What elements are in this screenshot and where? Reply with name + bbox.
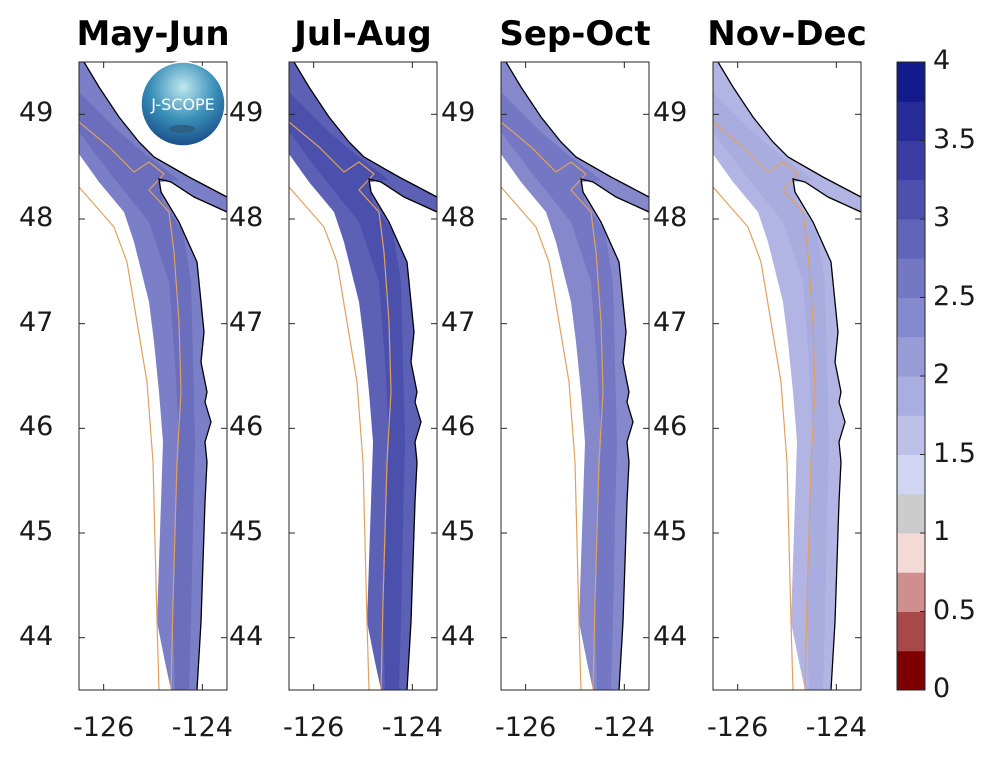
colorbar-level <box>897 611 925 652</box>
isobath-line <box>500 121 604 691</box>
lon-tick-label: -124 <box>171 712 233 743</box>
colorbar-tick-label: 3 <box>933 202 951 233</box>
panel-title: Jul-Aug <box>294 14 432 54</box>
coastline <box>293 61 438 198</box>
lat-tick-label: 45 <box>653 516 688 547</box>
colorbar-tick-label: 0 <box>933 673 951 704</box>
lat-tick-label: 48 <box>229 202 264 233</box>
lon-tick-label: -126 <box>283 712 345 743</box>
lon-tick-label: -126 <box>707 712 769 743</box>
lat-tick-label: 47 <box>441 306 476 338</box>
colorbar-level <box>897 297 925 338</box>
lat-tick-label: 46 <box>229 411 264 443</box>
colorbar-level <box>897 336 925 377</box>
isobath-line-deep <box>78 186 160 691</box>
panel-title: Sep-Oct <box>499 14 651 54</box>
lat-tick-label: 44 <box>19 620 54 652</box>
lat-tick-label: 46 <box>441 411 476 443</box>
lon-tick-label: -124 <box>805 712 867 743</box>
isobath-line-deep <box>712 186 794 691</box>
ocean-field-inner <box>289 92 405 690</box>
colorbar-tick-label: 4 <box>933 45 951 76</box>
logo-text: J-SCOPE <box>150 95 215 114</box>
lat-tick-label: 48 <box>19 202 54 233</box>
coastline <box>792 178 862 691</box>
lat-tick-label: 44 <box>653 620 688 652</box>
j-scope-logo: J-SCOPE <box>140 61 226 147</box>
ocean-field-inner <box>79 92 195 690</box>
lat-tick-label: 44 <box>441 620 476 652</box>
map-panel-nov-dec <box>712 61 862 691</box>
panel-frame <box>288 61 438 691</box>
isobath-line <box>288 121 392 691</box>
lat-tick-label: 49 <box>441 97 476 129</box>
colorbar-level <box>897 62 925 102</box>
lat-tick-label: 46 <box>653 411 688 443</box>
colorbar-tick-label: 2.5 <box>933 280 976 312</box>
lon-tick-label: -126 <box>495 712 557 743</box>
isobath-line <box>712 121 816 691</box>
isobath-line-deep <box>288 186 370 691</box>
lat-tick-label: 45 <box>441 516 476 547</box>
lat-tick-label: 49 <box>19 97 54 129</box>
lat-tick-label: 47 <box>19 306 54 338</box>
colorbar-tick-label: 2 <box>933 359 951 390</box>
colorbar-tick-label: 1.5 <box>933 437 976 469</box>
map-panel-may-jun <box>78 61 228 691</box>
coastline <box>158 178 228 691</box>
panel-frame <box>78 61 228 691</box>
isobath-line-deep <box>500 186 582 691</box>
colorbar-level <box>897 376 925 416</box>
colorbar-level <box>897 101 925 141</box>
panel-frame <box>712 61 862 691</box>
lat-tick-label: 45 <box>19 516 54 547</box>
colorbar-tick-label: 1 <box>933 516 951 547</box>
coastline <box>580 178 650 691</box>
coastline <box>83 61 228 198</box>
colorbar-level <box>897 179 925 220</box>
colorbar-level <box>897 415 925 455</box>
colorbar-level <box>897 454 925 495</box>
colorbar-level <box>897 572 925 612</box>
lon-tick-label: -124 <box>381 712 443 743</box>
lon-tick-label: -126 <box>73 712 135 743</box>
colorbar-level <box>897 533 925 573</box>
lat-tick-label: 45 <box>229 516 264 547</box>
colorbar-tick-label: 0.5 <box>933 594 976 626</box>
lat-tick-label: 49 <box>229 97 264 129</box>
isobath-line <box>78 121 182 691</box>
colorbar-level <box>897 258 925 298</box>
colorbar-tick-label: 3.5 <box>933 123 976 155</box>
lat-tick-label: 48 <box>441 202 476 233</box>
map-panel-jul-aug <box>288 61 438 691</box>
lat-tick-label: 48 <box>653 202 688 233</box>
colorbar <box>896 61 926 691</box>
coastline <box>717 61 862 198</box>
ocean-field-inner <box>501 92 617 690</box>
lat-tick-label: 47 <box>229 306 264 338</box>
lat-tick-label: 44 <box>229 620 264 652</box>
panel-title: May-Jun <box>76 14 230 54</box>
lat-tick-label: 49 <box>653 97 688 129</box>
lat-tick-label: 46 <box>19 411 54 443</box>
coastline <box>505 61 650 198</box>
lon-tick-label: -124 <box>593 712 655 743</box>
colorbar-level <box>897 493 925 534</box>
panel-frame <box>500 61 650 691</box>
colorbar-level <box>897 140 925 181</box>
lat-tick-label: 47 <box>653 306 688 338</box>
coastline <box>368 178 438 691</box>
ocean-field-inner <box>713 92 829 690</box>
map-panel-sep-oct <box>500 61 650 691</box>
panel-title: Nov-Dec <box>707 14 867 54</box>
colorbar-level <box>897 650 925 691</box>
colorbar-level <box>897 219 925 259</box>
